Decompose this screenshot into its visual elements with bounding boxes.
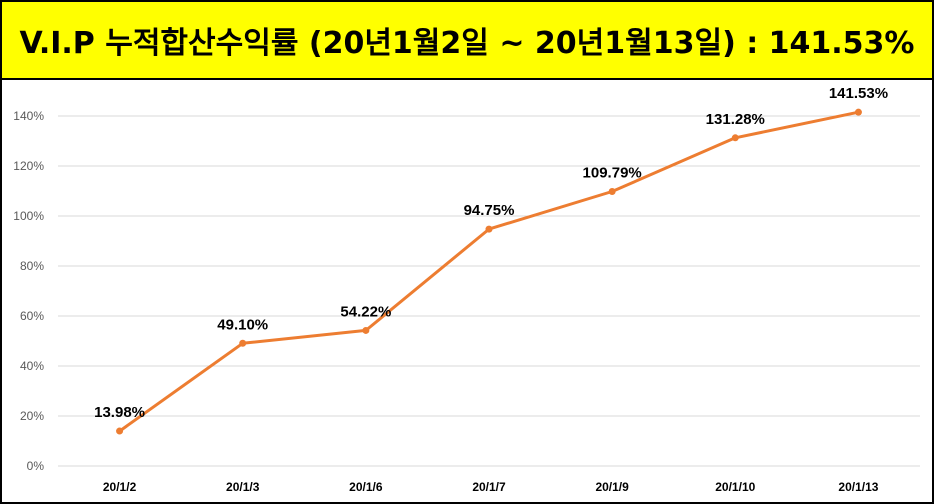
y-tick-label: 60% bbox=[20, 309, 44, 323]
data-point bbox=[854, 108, 862, 116]
data-point bbox=[116, 427, 124, 435]
y-tick-label: 40% bbox=[20, 359, 44, 373]
x-tick-label: 20/1/2 bbox=[103, 480, 137, 494]
data-point bbox=[239, 339, 247, 347]
series-line bbox=[118, 110, 860, 433]
data-label: 49.10% bbox=[217, 316, 268, 333]
x-tick-label: 20/1/3 bbox=[226, 480, 260, 494]
y-tick-label: 20% bbox=[20, 409, 44, 423]
y-axis-ticks: 0% 20% 40% 60% 80% 100% 120% 140% bbox=[13, 109, 44, 473]
x-tick-label: 20/1/9 bbox=[595, 480, 629, 494]
data-label: 109.79% bbox=[583, 165, 642, 182]
x-tick-label: 20/1/6 bbox=[349, 480, 383, 494]
x-axis-ticks: 20/1/2 20/1/3 20/1/6 20/1/7 20/1/9 20/1/10 20/… bbox=[103, 480, 879, 494]
x-tick-label: 20/1/7 bbox=[472, 480, 506, 494]
data-label: 141.53% bbox=[829, 85, 888, 102]
series-points bbox=[116, 108, 862, 435]
x-tick-label: 20/1/10 bbox=[715, 480, 755, 494]
gridlines bbox=[58, 115, 920, 467]
data-point bbox=[608, 188, 616, 196]
data-point bbox=[485, 225, 493, 233]
y-tick-label: 80% bbox=[20, 259, 44, 273]
data-label: 54.22% bbox=[340, 303, 391, 320]
data-label: 13.98% bbox=[94, 404, 145, 421]
y-tick-label: 100% bbox=[13, 209, 44, 223]
x-tick-label: 20/1/13 bbox=[838, 480, 878, 494]
data-labels: 13.98% 49.10% 54.22% 94.75% 109.79% 131.28% 14… bbox=[94, 85, 888, 421]
chart-title: V.I.P 누적합산수익률 (20년1월2일 ~ 20년1월13일) : 141… bbox=[2, 2, 932, 80]
y-tick-label: 0% bbox=[27, 459, 45, 473]
data-label: 131.28% bbox=[706, 111, 765, 128]
series-line-path bbox=[118, 110, 860, 433]
data-point bbox=[362, 326, 370, 334]
data-point bbox=[731, 134, 739, 142]
y-tick-label: 120% bbox=[13, 159, 44, 173]
data-label: 94.75% bbox=[464, 202, 515, 219]
y-tick-label: 140% bbox=[13, 109, 44, 123]
